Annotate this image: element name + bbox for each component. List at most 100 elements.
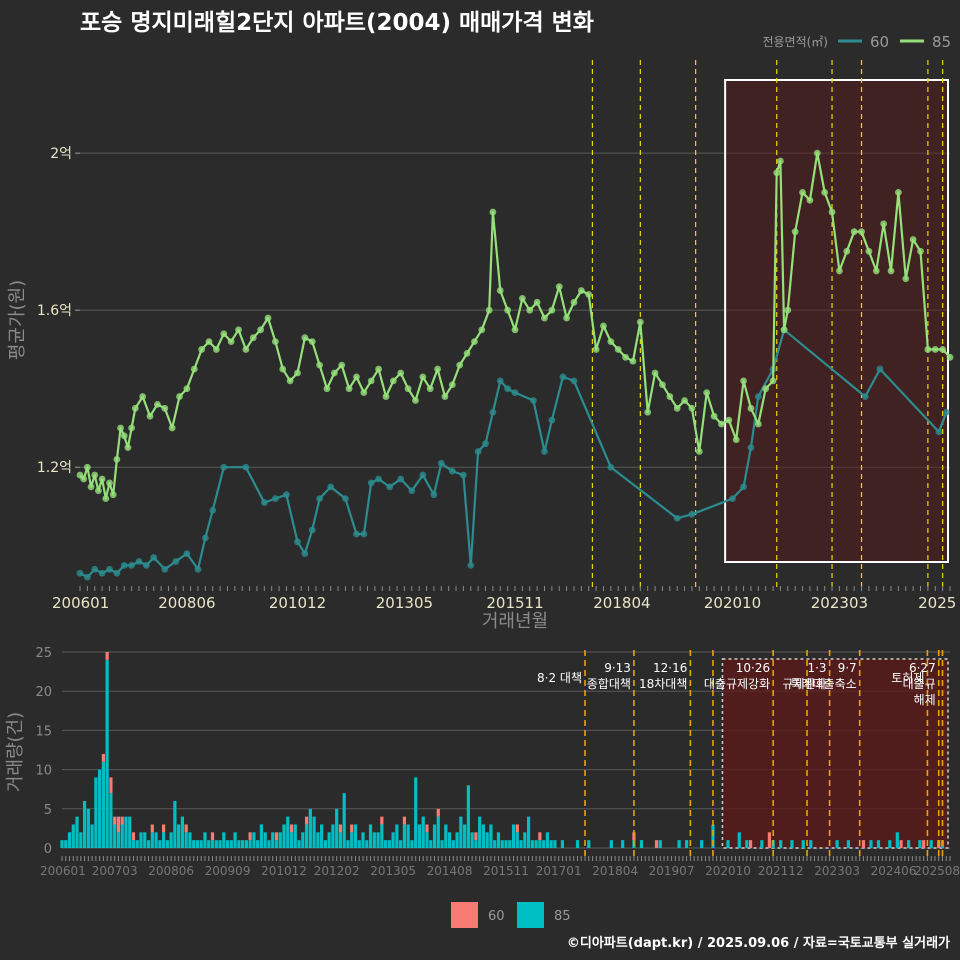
price-point-85	[345, 385, 353, 393]
price-point-60	[467, 561, 475, 569]
volume-bar-85	[64, 840, 68, 848]
bottom-legend-swatch-85	[517, 902, 544, 928]
price-point-85	[448, 381, 456, 389]
price-point-85	[382, 393, 390, 400]
price-point-85	[828, 208, 836, 216]
price-y-tick-label: 2억	[50, 146, 72, 162]
price-point-85	[769, 377, 777, 385]
volume-bar-85	[128, 816, 132, 848]
price-point-60	[419, 471, 427, 479]
price-point-85	[389, 377, 397, 385]
volume-bar-85	[98, 769, 102, 848]
price-point-60	[327, 483, 335, 491]
volume-bar-85	[120, 824, 124, 848]
price-x-tick-label: 2025	[918, 594, 956, 612]
price-point-85	[397, 369, 405, 377]
volume-bar-85	[538, 840, 542, 848]
volume-bar-85	[846, 840, 851, 848]
price-point-85	[441, 393, 449, 400]
volume-bar-85	[918, 840, 922, 848]
price-point-85	[607, 338, 615, 345]
volume-bar-60	[436, 808, 440, 817]
price-point-60	[474, 448, 482, 455]
price-point-85	[780, 326, 788, 334]
price-point-85	[316, 361, 324, 369]
price-point-60	[283, 491, 290, 499]
price-point-60	[876, 365, 884, 373]
price-point-60	[301, 550, 309, 557]
volume-bar-85	[146, 840, 151, 848]
price-point-85	[426, 385, 434, 393]
price-point-85	[799, 189, 806, 196]
volume-bar-85	[421, 816, 425, 848]
price-point-85	[703, 389, 711, 397]
legend-title: 전용면적(㎡)	[762, 35, 828, 49]
volume-bar-60	[767, 832, 771, 848]
price-point-85	[471, 338, 478, 345]
price-point-85	[294, 369, 301, 377]
price-point-85	[710, 412, 718, 420]
volume-bar-60	[109, 777, 113, 794]
volume-bar-85	[504, 840, 508, 848]
volume-bar-85	[244, 840, 248, 848]
price-panel: 1.2억 1.6억 2억 200601 200806 201012 201305 201511…	[7, 60, 956, 632]
volume-y-tick-label: 15	[35, 724, 52, 739]
volume-bar-85	[169, 832, 173, 848]
price-point-85	[570, 298, 578, 306]
volume-bar-85	[267, 840, 271, 848]
volume-bar-60	[338, 824, 343, 833]
price-point-85	[128, 424, 136, 432]
volume-bar-60	[425, 824, 429, 833]
volume-x-tick-label: 201012	[261, 864, 307, 878]
price-point-60	[375, 475, 383, 483]
volume-bar-85	[353, 824, 358, 848]
volume-bar-85	[425, 832, 429, 848]
volume-bar-60	[101, 753, 105, 762]
policy-annotation-label: 6·27	[909, 661, 936, 675]
volume-bar-85	[801, 840, 805, 848]
volume-bar-85	[210, 840, 215, 848]
volume-bar-85	[432, 824, 437, 848]
volume-bar-85	[809, 840, 813, 848]
volume-bar-85	[760, 840, 764, 848]
price-point-85	[154, 401, 161, 408]
volume-bar-85	[188, 832, 192, 848]
price-point-60	[430, 491, 438, 499]
volume-bar-60	[861, 840, 866, 848]
price-point-60	[316, 495, 324, 503]
price-point-60	[294, 538, 301, 546]
volume-bar-85	[549, 840, 553, 848]
price-point-85	[526, 306, 534, 314]
volume-bar-60	[150, 824, 154, 833]
price-point-85	[496, 287, 504, 294]
volume-bar-85	[327, 832, 331, 848]
bottom-legend: 60 85	[451, 902, 571, 928]
volume-bar-85	[263, 832, 267, 848]
price-point-60	[260, 499, 268, 506]
price-point-60	[120, 561, 128, 569]
volume-bar-85	[350, 832, 354, 848]
price-point-85	[190, 365, 198, 373]
price-point-60	[408, 487, 416, 495]
volume-bar-85	[184, 832, 188, 848]
price-point-85	[323, 385, 331, 393]
volume-y-tick-label: 10	[35, 764, 52, 779]
volume-bar-85	[161, 832, 166, 848]
volume-bar-60	[654, 840, 659, 848]
volume-bar-85	[745, 840, 749, 848]
policy-annotation-label: 8·2 대책	[537, 670, 582, 685]
volume-bar-85	[158, 840, 162, 848]
price-point-85	[102, 495, 110, 503]
price-point-85	[651, 369, 659, 377]
price-point-85	[666, 393, 674, 400]
volume-bar-60	[538, 832, 542, 841]
price-point-85	[681, 397, 688, 404]
price-point-85	[249, 334, 257, 342]
volume-bar-85	[459, 816, 463, 848]
volume-bar-85	[523, 832, 527, 848]
price-point-85	[161, 404, 169, 412]
price-point-85	[909, 236, 917, 243]
policy-annotation-label: 1·3	[807, 661, 826, 675]
volume-bar-85	[150, 832, 154, 848]
volume-bar-85	[214, 840, 218, 848]
